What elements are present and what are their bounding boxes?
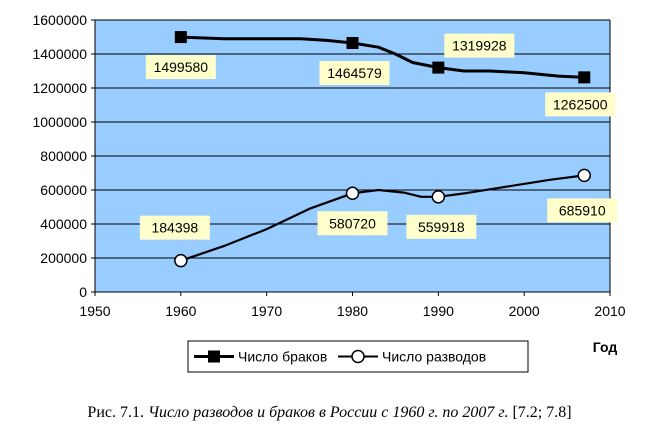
x-tick-label: 2000	[509, 303, 540, 319]
data-label-box	[317, 211, 388, 236]
x-axis-title: Год	[593, 339, 618, 355]
caption-prefix: Рис. 7.1.	[87, 404, 144, 421]
caption-reference: [7.2; 7.8]	[512, 404, 572, 421]
data-label: 184398	[151, 220, 198, 236]
marker-divorces	[174, 253, 188, 268]
data-label: 1262500	[553, 96, 608, 112]
caption-title: Число разводов и браков в России с 1960 …	[147, 404, 509, 421]
marker-divorces	[345, 186, 360, 201]
marker-marriages	[346, 37, 359, 50]
x-tick-label: 2010	[594, 303, 625, 319]
data-label-box	[545, 92, 616, 117]
x-tick-label: 1960	[165, 303, 196, 319]
x-tick-label: 1970	[251, 303, 282, 319]
marker-marriages	[432, 61, 445, 74]
data-labels-layer: 1499580 1464579 1319928 1262500 184398 580720…	[139, 33, 618, 240]
y-tick-label: 1000000	[32, 114, 87, 130]
data-label: 559918	[418, 219, 465, 235]
y-tick-label: 0	[79, 284, 87, 300]
y-tick-label: 400000	[40, 216, 87, 232]
series-layer	[174, 31, 591, 268]
y-tick-label: 800000	[40, 148, 87, 164]
marker-divorces	[431, 190, 446, 204]
y-tick-label: 200000	[40, 250, 87, 266]
chart: 0 200000 400000 600000 800000 1000000 1200000 1…	[32, 12, 626, 373]
figure-caption: Рис. 7.1. Число разводов и браков в Росс…	[0, 404, 659, 422]
data-label-box	[139, 215, 210, 240]
y-tick-label: 1400000	[32, 46, 87, 62]
legend-label: Число разводов	[382, 349, 486, 365]
y-tick-label: 1200000	[32, 80, 87, 96]
data-label-box	[145, 55, 216, 80]
y-tick-label: 1600000	[32, 12, 87, 28]
marker-marriages	[578, 71, 591, 84]
x-tick-label: 1950	[79, 303, 110, 319]
data-label-box	[547, 198, 618, 223]
marker-marriages	[174, 31, 187, 44]
series-line-marriages	[180, 35, 585, 79]
data-label: 685910	[559, 202, 606, 218]
series-line-divorces	[180, 174, 585, 262]
data-label: 580720	[329, 215, 376, 231]
legend-marker-square	[208, 350, 220, 363]
data-label: 1319928	[452, 38, 507, 54]
x-tick-label: 1990	[423, 303, 454, 319]
legend-label: Число браков	[238, 349, 327, 365]
y-axis-ticks: 0 200000 400000 600000 800000 1000000 1200000 1…	[32, 12, 95, 300]
data-label: 1499580	[154, 59, 209, 75]
y-tick-label: 600000	[40, 182, 87, 198]
x-axis-ticks: 1950 1960 1970 1980 1990 2000 2010	[79, 292, 626, 319]
x-tick-label: 1980	[337, 303, 368, 319]
data-label-box	[406, 214, 477, 239]
data-label: 1464579	[327, 65, 382, 81]
legend: Число браков Число разводов	[187, 340, 529, 373]
data-label-box	[319, 61, 390, 86]
marker-divorces	[577, 168, 591, 183]
legend-marker-circle	[351, 349, 365, 364]
legend-items: Число браков Число разводов	[194, 349, 486, 365]
data-label-box	[444, 33, 515, 58]
